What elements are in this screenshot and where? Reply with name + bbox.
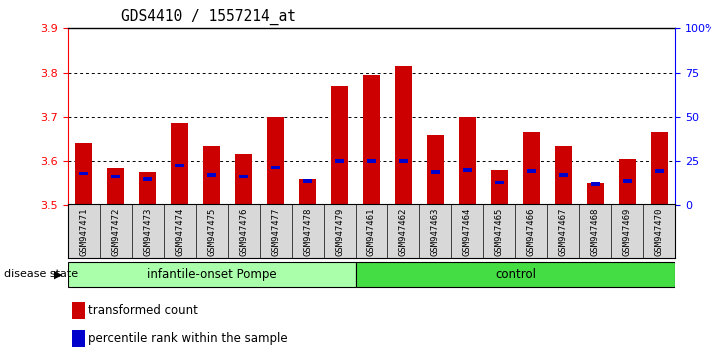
Bar	[175, 164, 184, 167]
Bar	[399, 159, 408, 163]
Bar	[651, 132, 668, 205]
Text: GSM947473: GSM947473	[143, 208, 152, 256]
Text: ▶: ▶	[54, 269, 63, 279]
Text: GSM947461: GSM947461	[367, 208, 376, 256]
Bar	[75, 143, 92, 205]
Bar	[555, 145, 572, 205]
Bar	[271, 166, 280, 170]
Text: GSM947467: GSM947467	[559, 208, 568, 256]
Text: infantile-onset Pompe: infantile-onset Pompe	[146, 268, 277, 281]
Text: GSM947469: GSM947469	[623, 208, 632, 256]
Text: GSM947464: GSM947464	[463, 208, 472, 256]
Bar	[203, 145, 220, 205]
Bar	[72, 330, 85, 347]
Text: GSM947479: GSM947479	[335, 208, 344, 256]
Text: GSM947476: GSM947476	[239, 208, 248, 256]
Bar	[171, 124, 188, 205]
Bar	[591, 182, 600, 186]
Text: disease state: disease state	[4, 269, 77, 279]
Text: GSM947472: GSM947472	[111, 208, 120, 256]
Bar	[363, 75, 380, 205]
Bar	[559, 173, 568, 177]
Bar	[431, 170, 440, 174]
Bar	[299, 179, 316, 205]
Text: GSM947475: GSM947475	[207, 208, 216, 256]
Text: transformed count: transformed count	[88, 304, 198, 317]
Bar	[239, 175, 248, 178]
Text: GSM947477: GSM947477	[271, 208, 280, 256]
Bar	[367, 159, 376, 163]
Bar	[267, 117, 284, 205]
Bar	[491, 170, 508, 205]
Bar	[331, 86, 348, 205]
Text: GSM947465: GSM947465	[495, 208, 504, 256]
Text: GSM947462: GSM947462	[399, 208, 408, 256]
Bar	[427, 135, 444, 205]
Bar	[527, 169, 536, 173]
Bar	[68, 262, 356, 287]
Bar	[459, 117, 476, 205]
Bar	[79, 172, 88, 175]
Bar	[587, 183, 604, 205]
Bar	[655, 169, 664, 173]
Text: GSM947478: GSM947478	[303, 208, 312, 256]
Text: GSM947466: GSM947466	[527, 208, 536, 256]
Bar	[356, 262, 675, 287]
Bar	[463, 168, 472, 172]
Text: GSM947470: GSM947470	[655, 208, 664, 256]
Bar	[303, 179, 312, 183]
Bar	[623, 179, 632, 183]
Bar	[207, 173, 216, 177]
Text: GDS4410 / 1557214_at: GDS4410 / 1557214_at	[121, 9, 296, 25]
Bar	[72, 302, 85, 319]
Text: GSM947463: GSM947463	[431, 208, 440, 256]
Text: percentile rank within the sample: percentile rank within the sample	[88, 332, 288, 345]
Text: GSM947471: GSM947471	[79, 208, 88, 256]
Bar	[523, 132, 540, 205]
Bar	[235, 154, 252, 205]
Bar	[111, 175, 120, 178]
Bar	[395, 66, 412, 205]
Bar	[139, 172, 156, 205]
Bar	[107, 168, 124, 205]
Bar	[495, 181, 504, 184]
Bar	[143, 177, 152, 181]
Bar	[619, 159, 636, 205]
Bar	[335, 159, 344, 163]
Text: control: control	[495, 268, 536, 281]
Text: GSM947468: GSM947468	[591, 208, 600, 256]
Text: GSM947474: GSM947474	[175, 208, 184, 256]
